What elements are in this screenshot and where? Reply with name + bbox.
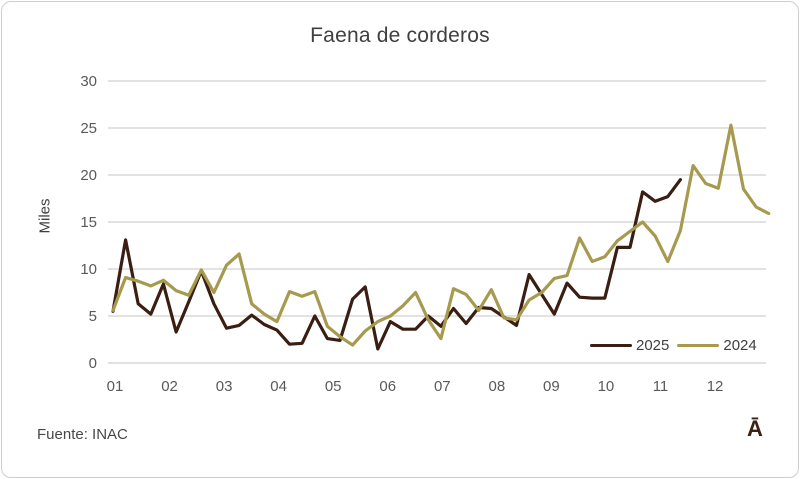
svg-text:07: 07: [434, 378, 451, 395]
svg-text:30: 30: [80, 73, 97, 90]
legend-item-2025: 2025: [590, 337, 669, 354]
svg-text:06: 06: [379, 378, 396, 395]
legend-line-swatch-2024: [677, 344, 720, 347]
svg-text:01: 01: [107, 378, 124, 395]
svg-text:05: 05: [325, 378, 342, 395]
svg-text:09: 09: [543, 378, 560, 395]
svg-text:10: 10: [80, 261, 97, 278]
svg-text:10: 10: [598, 378, 615, 395]
chart-title: Faena de corderos: [310, 24, 490, 47]
svg-text:04: 04: [270, 378, 287, 395]
svg-text:25: 25: [80, 120, 97, 137]
svg-text:20: 20: [80, 167, 97, 184]
legend-item-2024: 2024: [677, 337, 757, 354]
legend-label-2024: 2024: [723, 337, 757, 354]
legend-line-swatch-2025: [590, 344, 632, 347]
svg-text:5: 5: [89, 308, 97, 325]
legend-label-2025: 2025: [636, 337, 670, 354]
svg-text:11: 11: [653, 378, 669, 395]
svg-text:15: 15: [80, 214, 97, 231]
source-note: Fuente: INAC: [37, 426, 128, 443]
chart-legend: 2025 2024: [590, 337, 757, 354]
svg-text:08: 08: [489, 378, 506, 395]
logo-a-macron-icon: Ā: [747, 416, 763, 441]
svg-text:03: 03: [216, 378, 233, 395]
svg-text:02: 02: [161, 378, 178, 395]
svg-text:12: 12: [707, 378, 724, 395]
svg-text:0: 0: [89, 355, 97, 372]
